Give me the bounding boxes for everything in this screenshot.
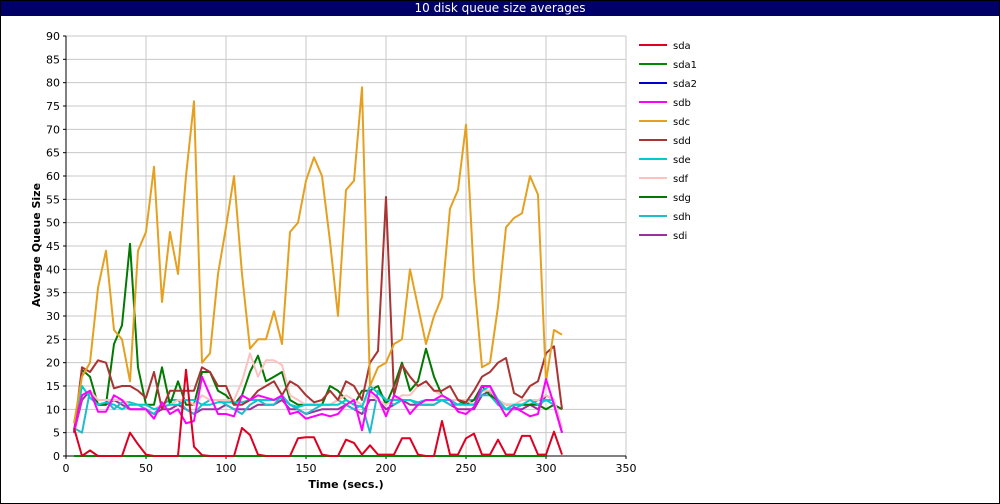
x-tick-label: 0 [63, 462, 70, 475]
legend-label-sdb: sdb [673, 98, 691, 109]
axes: 0 5 10 15 20 25 30 35 40 45 50 55 60 65 70 75 80 85 90 0 50 1… [46, 30, 637, 475]
y-tick-label: 80 [46, 77, 60, 90]
y-tick-label: 0 [53, 450, 60, 463]
y-tick-label: 10 [46, 403, 60, 416]
series-line-sdc [73, 86, 563, 424]
y-tick-label: 35 [46, 287, 60, 300]
y-tick-label: 50 [46, 217, 60, 230]
series-line-sdb [73, 375, 563, 433]
y-tick-label: 30 [46, 310, 60, 323]
y-tick-label: 60 [46, 170, 60, 183]
series-line-sda [73, 368, 563, 457]
y-tick-label: 25 [46, 333, 60, 346]
x-tick-label: 150 [296, 462, 317, 475]
y-tick-label: 90 [46, 30, 60, 43]
x-tick-label: 350 [616, 462, 637, 475]
y-axis-label: Average Queue Size [30, 183, 43, 307]
x-tick-label: 300 [536, 462, 557, 475]
legend-label-sdd: sdd [673, 136, 691, 147]
legend-label-sde: sde [673, 155, 691, 166]
y-tick-label: 40 [46, 263, 60, 276]
legend-label-sdh: sdh [673, 212, 691, 223]
x-tick-label: 100 [216, 462, 237, 475]
legend-label-sdf: sdf [673, 174, 689, 185]
legend-label-sdg: sdg [673, 193, 691, 204]
legend-label-sda2: sda2 [673, 79, 697, 90]
legend-label-sdc: sdc [673, 117, 690, 128]
y-tick-label: 70 [46, 123, 60, 136]
y-tick-label: 55 [46, 193, 60, 206]
x-tick-label: 50 [139, 462, 153, 475]
x-tick-label: 250 [456, 462, 477, 475]
y-tick-label: 45 [46, 240, 60, 253]
legend-label-sda: sda [673, 41, 691, 52]
y-tick-label: 5 [53, 427, 60, 440]
y-tick-label: 65 [46, 147, 60, 160]
series-line-sdd [73, 196, 563, 433]
legend-label-sdi: sdi [673, 231, 687, 242]
series-lines [73, 86, 563, 457]
y-tick-label: 75 [46, 100, 60, 113]
x-tick-label: 200 [376, 462, 397, 475]
chart-title: 10 disk queue size averages [1, 1, 999, 16]
y-tick-label: 85 [46, 53, 60, 66]
y-tick-label: 15 [46, 380, 60, 393]
y-tick-label: 20 [46, 357, 60, 370]
series-line-sde [73, 385, 563, 433]
x-axis-label: Time (secs.) [308, 478, 383, 491]
legend: sda sda1 sda2 sdb sdc sdd sde sdf sdg sdh sdi [639, 41, 697, 242]
line-chart: 0 5 10 15 20 25 30 35 40 45 50 55 60 65 70 75 80 85 90 0 50 1… [30, 30, 697, 491]
series-line-sdh [73, 389, 563, 434]
legend-label-sda1: sda1 [673, 60, 697, 71]
